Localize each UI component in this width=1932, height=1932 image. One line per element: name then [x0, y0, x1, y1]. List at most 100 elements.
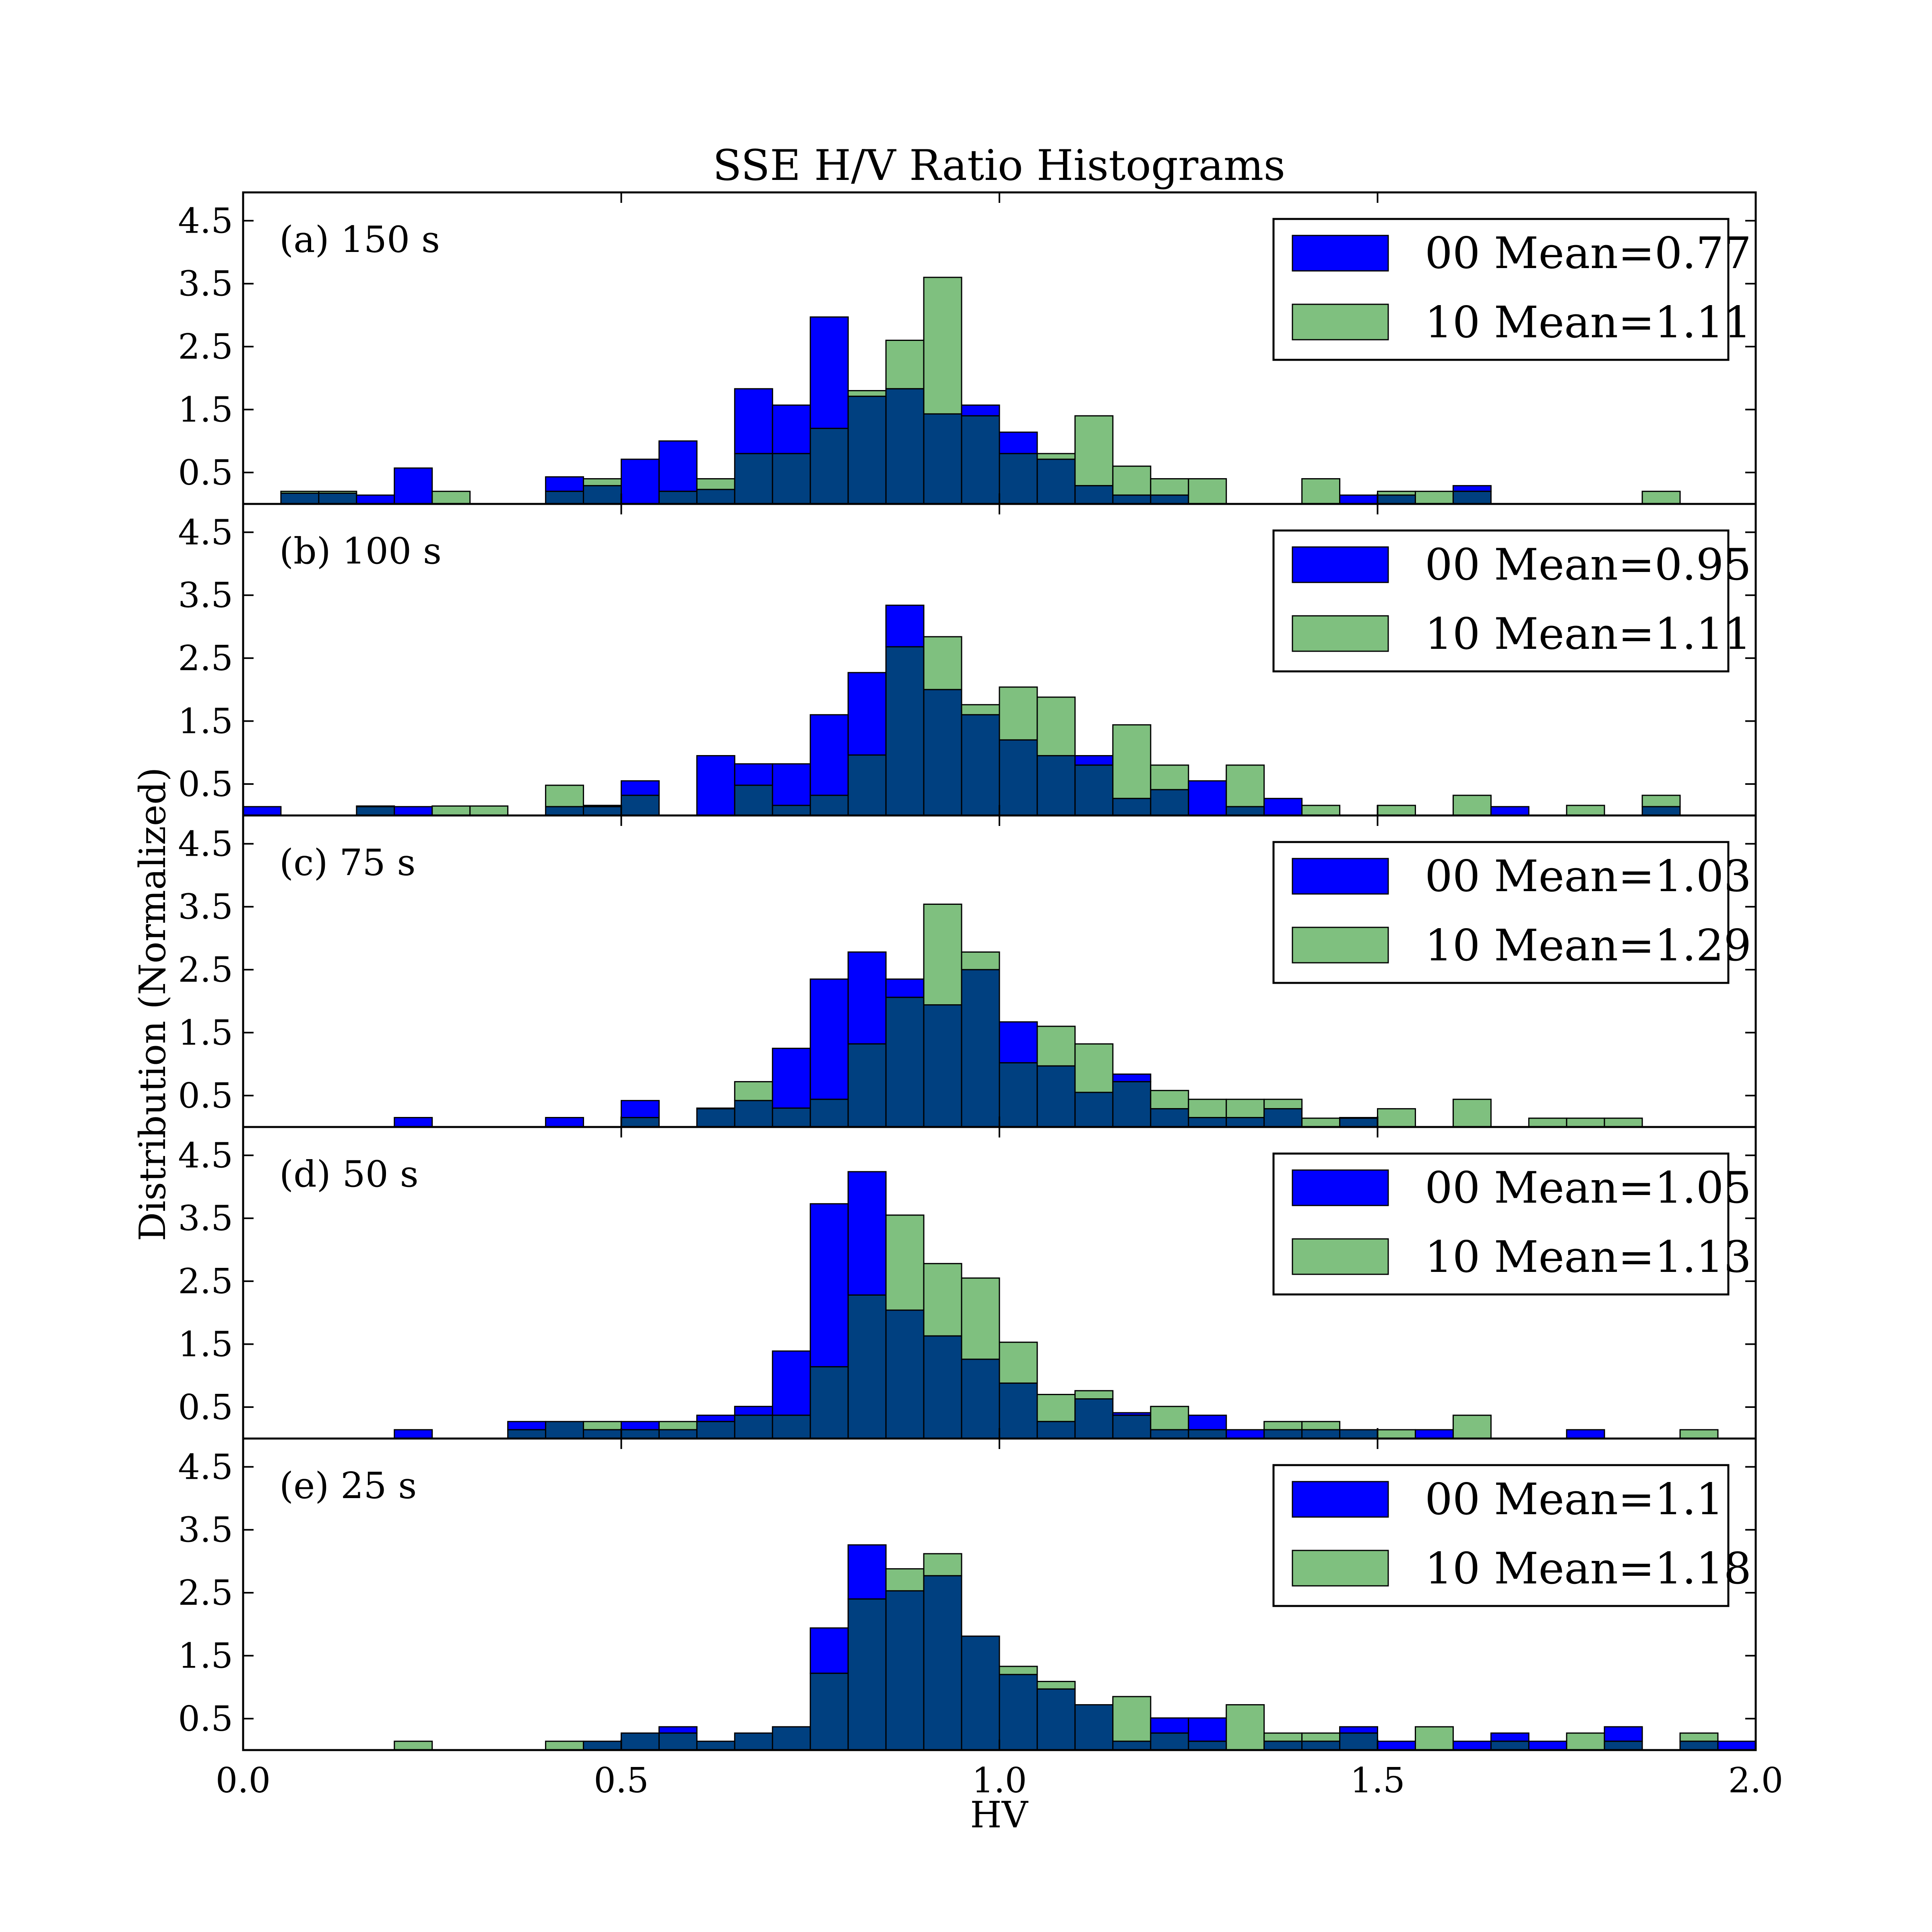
bar-overlap: [1112, 1081, 1152, 1128]
bar-overlap: [1112, 494, 1152, 505]
bar-overlap: [999, 453, 1038, 505]
bar-10: [1452, 1098, 1492, 1128]
bar-overlap: [658, 1429, 698, 1439]
bar-00: [394, 467, 433, 505]
bar-10: [1150, 1090, 1189, 1110]
bar-00: [885, 605, 925, 648]
bar-10: [1301, 805, 1341, 816]
bar-overlap: [658, 491, 698, 505]
bar-10: [1679, 1732, 1719, 1742]
bar-overlap: [1036, 1421, 1076, 1439]
bar-10: [658, 1421, 698, 1430]
bar-10: [1036, 1026, 1076, 1067]
bar-overlap: [885, 997, 925, 1128]
bar-00: [1263, 798, 1303, 816]
bar-overlap: [961, 714, 1000, 816]
bar-10: [885, 339, 925, 390]
bar-overlap: [734, 784, 773, 816]
bar-10: [1566, 1732, 1605, 1751]
bar-10: [1641, 795, 1681, 807]
bar-overlap: [696, 1108, 735, 1128]
bar-00: [658, 1726, 698, 1734]
y-tick-label: 3.5: [178, 1199, 233, 1239]
bar-00: [1490, 806, 1530, 816]
bar-overlap: [583, 1429, 622, 1439]
legend-swatch-00: [1292, 1169, 1389, 1206]
bar-overlap: [885, 388, 925, 505]
legend-swatch-00: [1292, 858, 1389, 895]
bar-00: [1339, 494, 1379, 505]
panel-label: (a) 150 s: [279, 219, 440, 261]
legend: 00 Mean=0.95 10 Mean=1.11: [1272, 529, 1751, 673]
bar-overlap: [621, 1117, 660, 1128]
bar-10: [1301, 478, 1341, 505]
bar-00: [734, 388, 773, 454]
bar-overlap: [1641, 806, 1681, 816]
bar-00: [1339, 1726, 1379, 1734]
bar-overlap: [696, 1740, 735, 1751]
y-tick-label: 3.5: [178, 887, 233, 927]
y-tick-label: 3.5: [178, 264, 233, 304]
legend-swatch-00: [1292, 546, 1389, 583]
bar-10: [1226, 764, 1265, 807]
bar-00: [772, 1350, 811, 1416]
bar-00: [1377, 1740, 1416, 1751]
bar-00: [394, 806, 433, 816]
bar-overlap: [1263, 1429, 1303, 1439]
bar-10: [1112, 724, 1152, 799]
x-tick-label: 0.5: [594, 1761, 649, 1801]
bar-overlap: [999, 1062, 1038, 1128]
bar-overlap: [999, 1674, 1038, 1751]
bar-overlap: [696, 1421, 735, 1439]
bar-00: [1414, 1429, 1454, 1439]
bar-10: [961, 951, 1000, 970]
y-tick-label: 0.5: [178, 1699, 233, 1739]
bar-10: [1566, 805, 1605, 816]
bar-overlap: [621, 1732, 660, 1751]
bar-overlap: [999, 739, 1038, 816]
y-tick-label: 4.5: [178, 1135, 233, 1176]
bar-00: [621, 458, 660, 505]
bar-overlap: [961, 415, 1000, 505]
bar-00: [772, 1048, 811, 1109]
legend-label-00: 00 Mean=1.1: [1425, 1474, 1724, 1525]
bar-overlap: [999, 1382, 1038, 1439]
bar-overlap: [1074, 1398, 1114, 1439]
bar-overlap: [923, 1004, 962, 1128]
bar-00: [847, 1544, 887, 1600]
bar-overlap: [1074, 1092, 1114, 1128]
bar-10: [1377, 805, 1416, 816]
bar-00: [1188, 1717, 1227, 1742]
histogram-panels: 0.5 1.5 2.5 3.5 4.5 (a) 150 s 00 Mean=0.77 10 M…: [178, 191, 1757, 1751]
bar-10: [1641, 491, 1681, 505]
bar-10: [696, 478, 735, 490]
x-tick-label: 2.0: [1728, 1761, 1783, 1801]
bar-overlap: [734, 1414, 773, 1439]
bar-overlap: [1679, 1740, 1719, 1751]
bar-10: [1036, 1394, 1076, 1422]
x-tick-label: 0.0: [216, 1761, 271, 1801]
bar-overlap: [1339, 1429, 1379, 1439]
bar-overlap: [1112, 1414, 1152, 1439]
panel-1: 0.5 1.5 2.5 3.5 4.5 (b) 100 s 00 Mean=0.95 10 M…: [178, 503, 1757, 817]
y-tick-label: 2.5: [178, 1573, 233, 1613]
y-tick-label: 2.5: [178, 327, 233, 367]
bar-10: [1150, 478, 1189, 496]
x-axis-label: HV: [970, 1794, 1028, 1836]
bar-10: [1414, 1726, 1454, 1751]
bar-overlap: [1452, 491, 1492, 505]
bar-overlap: [923, 689, 962, 816]
bar-10: [394, 1740, 433, 1751]
bar-10: [1452, 795, 1492, 816]
bar-overlap: [923, 413, 962, 505]
y-tick-label: 0.5: [178, 1076, 233, 1116]
bar-00: [999, 1021, 1038, 1064]
bar-10: [1036, 696, 1076, 756]
bar-10: [885, 1568, 925, 1591]
bar-10: [1188, 1098, 1227, 1119]
y-tick-label: 0.5: [178, 453, 233, 493]
bar-overlap: [885, 646, 925, 816]
x-axis-ticks: 0.0 0.5 1.0 1.5 2.0: [216, 1761, 1783, 1801]
bar-overlap: [1263, 1108, 1303, 1128]
bar-10: [1679, 1429, 1719, 1439]
